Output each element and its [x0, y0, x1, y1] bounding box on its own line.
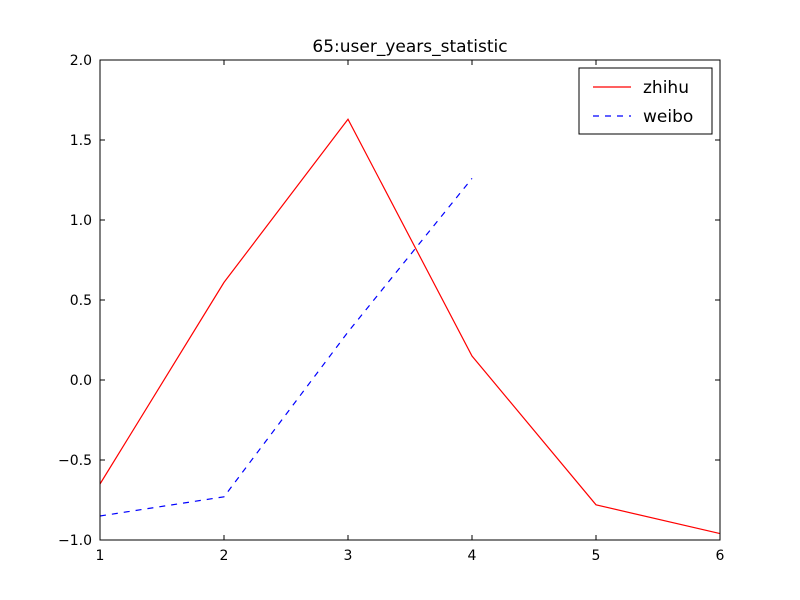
legend-label: zhihu — [643, 78, 689, 98]
y-tick-label: 2.0 — [70, 53, 92, 69]
x-tick-label: 6 — [716, 548, 725, 564]
y-tick-label: 1.0 — [70, 213, 92, 229]
legend: zhihu weibo — [578, 67, 713, 135]
series-line-weibo — [99, 178, 473, 517]
x-tick-label: 3 — [344, 548, 353, 564]
legend-box — [578, 67, 713, 135]
y-tick-label: 1.5 — [70, 133, 92, 149]
chart-title: 65:user_years_statistic — [312, 37, 507, 57]
y-tick-label: −0.5 — [58, 453, 92, 469]
series-line-zhihu — [99, 118, 721, 535]
x-tick-label: 1 — [96, 548, 105, 564]
axes: 1 2 3 4 5 6 −1.0 −0.5 0.0 0.5 1.0 1.5 2.0 — [58, 53, 725, 564]
x-tick-label: 4 — [468, 548, 477, 564]
x-tick-label: 5 — [592, 548, 601, 564]
y-tick-label: 0.5 — [70, 293, 92, 309]
y-tick-label: 0.0 — [70, 373, 92, 389]
legend-label: weibo — [643, 107, 693, 127]
plot-area — [99, 118, 721, 535]
y-tick-label: −1.0 — [58, 533, 92, 549]
x-tick-label: 2 — [220, 548, 229, 564]
